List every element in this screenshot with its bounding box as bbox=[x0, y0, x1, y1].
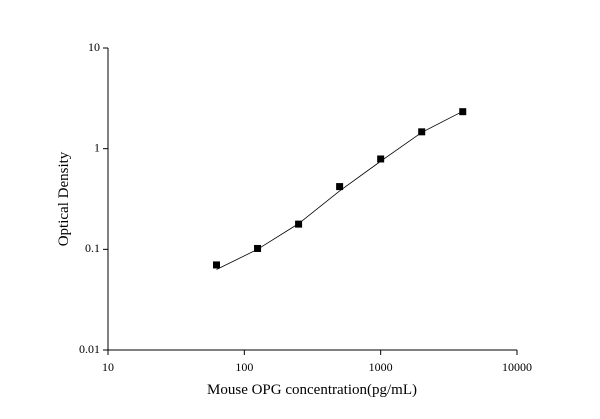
y-tick-label: 0.01 bbox=[79, 342, 100, 356]
data-point bbox=[418, 128, 426, 136]
data-point bbox=[295, 220, 303, 228]
y-axis-title: Optical Density bbox=[56, 151, 72, 246]
x-axis-title: Mouse OPG concentration(pg/mL) bbox=[207, 382, 417, 398]
x-tick-label: 1000 bbox=[369, 360, 393, 374]
y-tick-label: 1 bbox=[94, 140, 100, 154]
data-point bbox=[254, 244, 262, 252]
data-point bbox=[213, 261, 221, 269]
data-point bbox=[377, 155, 385, 163]
x-tick-label: 100 bbox=[235, 360, 253, 374]
x-tick-label: 10000 bbox=[502, 360, 532, 374]
y-tick-label: 0.1 bbox=[85, 241, 100, 255]
data-point bbox=[459, 108, 467, 116]
y-tick-label: 10 bbox=[88, 40, 100, 54]
data-point bbox=[336, 183, 344, 191]
x-tick-label: 10 bbox=[102, 360, 114, 374]
fit-curve bbox=[216, 110, 463, 270]
